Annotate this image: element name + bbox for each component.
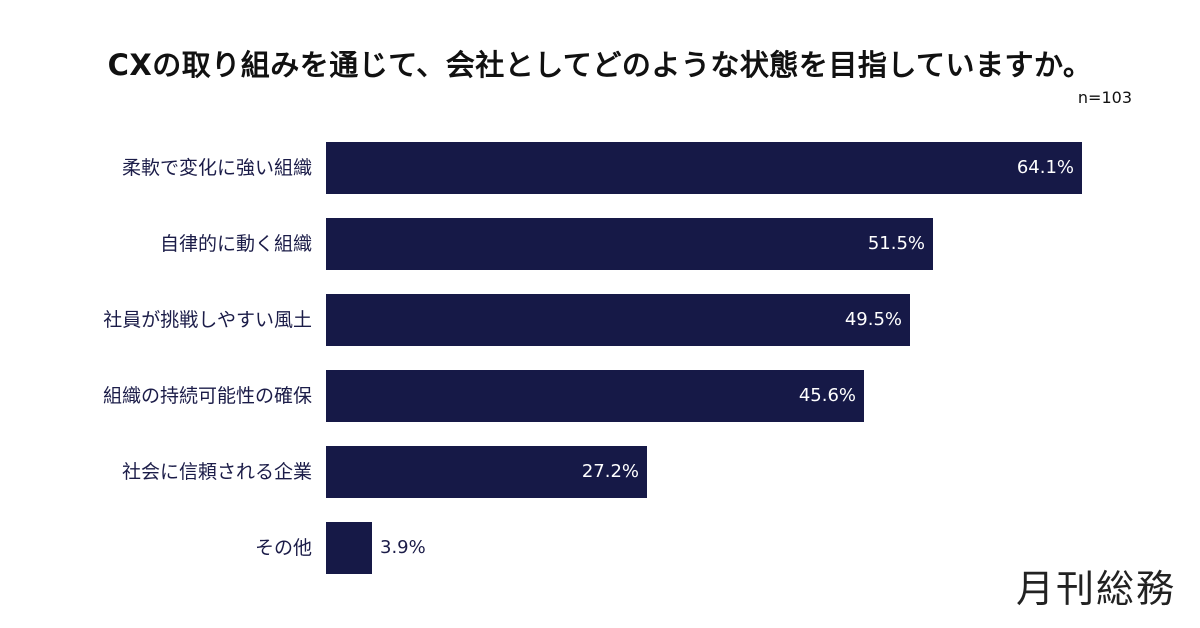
bar-label: 自律的に動く組織 — [159, 233, 312, 255]
bar-value: 45.6% — [798, 385, 856, 406]
bar: 45.6% — [326, 370, 864, 422]
bar-label: 社会に信頼される企業 — [121, 461, 312, 483]
bar — [326, 522, 372, 574]
bar: 27.2% — [326, 446, 647, 498]
bar-row: 自律的に動く組織 51.5% — [0, 218, 1200, 270]
bar: 49.5% — [326, 294, 910, 346]
bar-row: 柔軟で変化に強い組織 64.1% — [0, 142, 1200, 194]
bar-row: 組織の持続可能性の確保 45.6% — [0, 370, 1200, 422]
bar-row: 社会に信頼される企業 27.2% — [0, 446, 1200, 498]
bar-value: 51.5% — [867, 233, 925, 254]
sample-size: n=103 — [1077, 88, 1132, 107]
bar-label: 組織の持続可能性の確保 — [102, 385, 312, 407]
bar-row: 社員が挑戦しやすい風土 49.5% — [0, 294, 1200, 346]
bar-label: 柔軟で変化に強い組織 — [121, 157, 312, 179]
bar-value: 3.9% — [380, 537, 426, 558]
bar-value: 49.5% — [844, 309, 902, 330]
bar: 64.1% — [326, 142, 1082, 194]
publisher-logo: 月刊総務 — [1015, 567, 1176, 611]
bar-label: 社員が挑戦しやすい風土 — [103, 309, 312, 331]
bar: 51.5% — [326, 218, 933, 270]
chart-title: CXの取り組みを通じて、会社としてどのような状態を目指していますか。 — [107, 48, 1093, 82]
bar-value: 27.2% — [581, 461, 639, 482]
bar-row: その他 3.9% — [0, 522, 1200, 574]
bar-value: 64.1% — [1016, 157, 1074, 178]
bar-label: その他 — [254, 537, 312, 559]
